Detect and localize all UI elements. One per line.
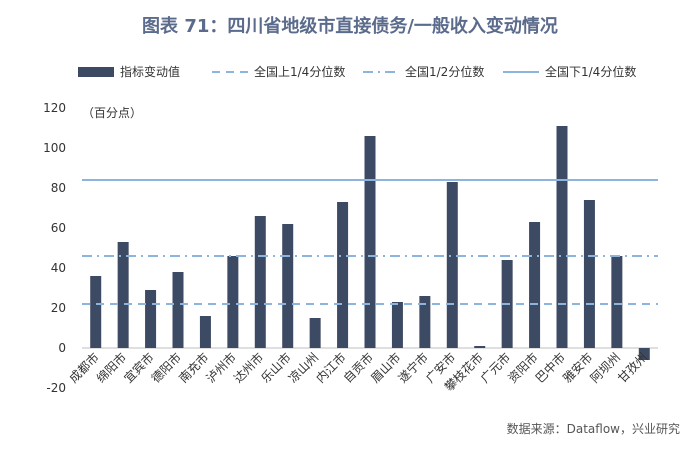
x-tick-label: 泸州市 xyxy=(203,350,239,386)
bar xyxy=(446,182,458,348)
x-tick-label: 广元市 xyxy=(477,350,513,386)
x-tick-label: 资阳市 xyxy=(505,350,541,386)
x-tick-label: 乐山市 xyxy=(258,350,294,386)
x-tick-label: 德阳市 xyxy=(148,350,184,386)
x-tick-label: 遂宁市 xyxy=(395,350,431,386)
bar xyxy=(254,216,266,348)
legend-label: 全国下1/4分位数 xyxy=(545,64,636,79)
x-tick-label: 南充市 xyxy=(175,350,211,386)
x-tick-label: 甘孜州 xyxy=(615,350,650,385)
y-unit-label: （百分点） xyxy=(82,106,142,120)
source-note: 数据来源：Dataflow，兴业研究 xyxy=(507,421,680,436)
bar xyxy=(391,302,403,348)
y-tick-label: -20 xyxy=(46,381,66,395)
y-tick-label: 120 xyxy=(43,101,66,115)
x-tick-label: 成都市 xyxy=(66,350,102,386)
bar xyxy=(337,202,349,348)
legend-label: 全国上1/4分位数 xyxy=(254,64,345,79)
x-tick-label: 达州市 xyxy=(230,350,266,386)
bar xyxy=(529,222,541,348)
chart-title: 图表 71：四川省地级市直接债务/一般收入变动情况 xyxy=(142,15,558,37)
bar xyxy=(309,318,321,348)
legend-label: 全国1/2分位数 xyxy=(405,64,484,79)
plot-area: -20 0 20 40 60 80 100 120 成都市绵阳市宜宾市德阳市南充市泸州市达州市乐… xyxy=(43,101,658,395)
y-tick-label: 20 xyxy=(51,301,66,315)
bar xyxy=(227,256,239,348)
bar xyxy=(172,272,184,348)
bar xyxy=(556,126,568,348)
legend-swatch xyxy=(78,67,114,77)
x-tick-label: 绵阳市 xyxy=(93,350,129,386)
y-tick-label: 100 xyxy=(43,141,66,155)
y-tick-label: 80 xyxy=(51,181,66,195)
bar xyxy=(117,242,129,348)
bar xyxy=(199,316,211,348)
legend: 指标变动值 全国上1/4分位数 全国1/2分位数 全国下1/4分位数 xyxy=(78,64,636,79)
y-tick-label: 0 xyxy=(58,341,66,355)
bar xyxy=(145,290,157,348)
x-tick-label: 眉山市 xyxy=(367,350,403,386)
x-tick-label: 凉山州 xyxy=(285,350,321,386)
bar xyxy=(638,348,650,360)
x-tick-label: 阿坝州 xyxy=(588,350,623,385)
legend-label: 指标变动值 xyxy=(120,64,180,79)
bar xyxy=(611,256,623,348)
bar xyxy=(474,346,486,348)
y-tick-label: 40 xyxy=(51,261,66,275)
x-tick-label: 巴中市 xyxy=(532,350,568,386)
x-tick-label: 内江市 xyxy=(313,350,349,386)
x-tick-label: 自贡市 xyxy=(340,350,376,386)
bar xyxy=(364,136,376,348)
y-tick-label: 60 xyxy=(51,221,66,235)
x-tick-label: 宜宾市 xyxy=(121,350,157,386)
bar xyxy=(282,224,294,348)
x-tick-label: 雅安市 xyxy=(559,350,595,386)
bar xyxy=(90,276,102,348)
bar xyxy=(583,200,595,348)
bar xyxy=(419,296,431,348)
